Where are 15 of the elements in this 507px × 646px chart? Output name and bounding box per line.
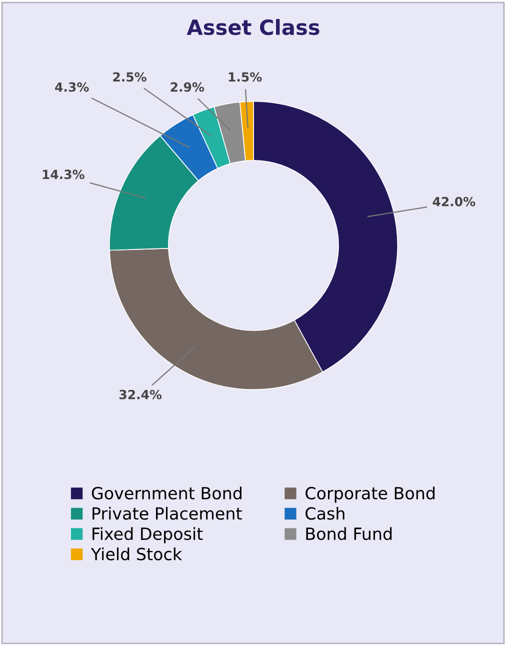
data-label: 4.3% [55, 82, 89, 92]
legend-label: Government Bond [92, 486, 242, 500]
chart-title: Asset Class [186, 18, 320, 36]
legend-label: Private Placement [92, 506, 242, 520]
data-label: 2.5% [113, 72, 146, 82]
data-label: 1.5% [228, 72, 262, 82]
data-label: 2.9% [170, 82, 204, 92]
legend-label: Yield Stock [90, 547, 182, 560]
data-label: 42.0% [432, 196, 476, 206]
legend-label: Fixed Deposit [92, 527, 203, 544]
data-label: 32.4% [119, 390, 162, 400]
legend-label: Cash [306, 506, 344, 520]
data-label: 14.3% [42, 170, 84, 180]
legend-label: Corporate Bond [306, 486, 435, 503]
legend-label: Bond Fund [306, 527, 392, 540]
